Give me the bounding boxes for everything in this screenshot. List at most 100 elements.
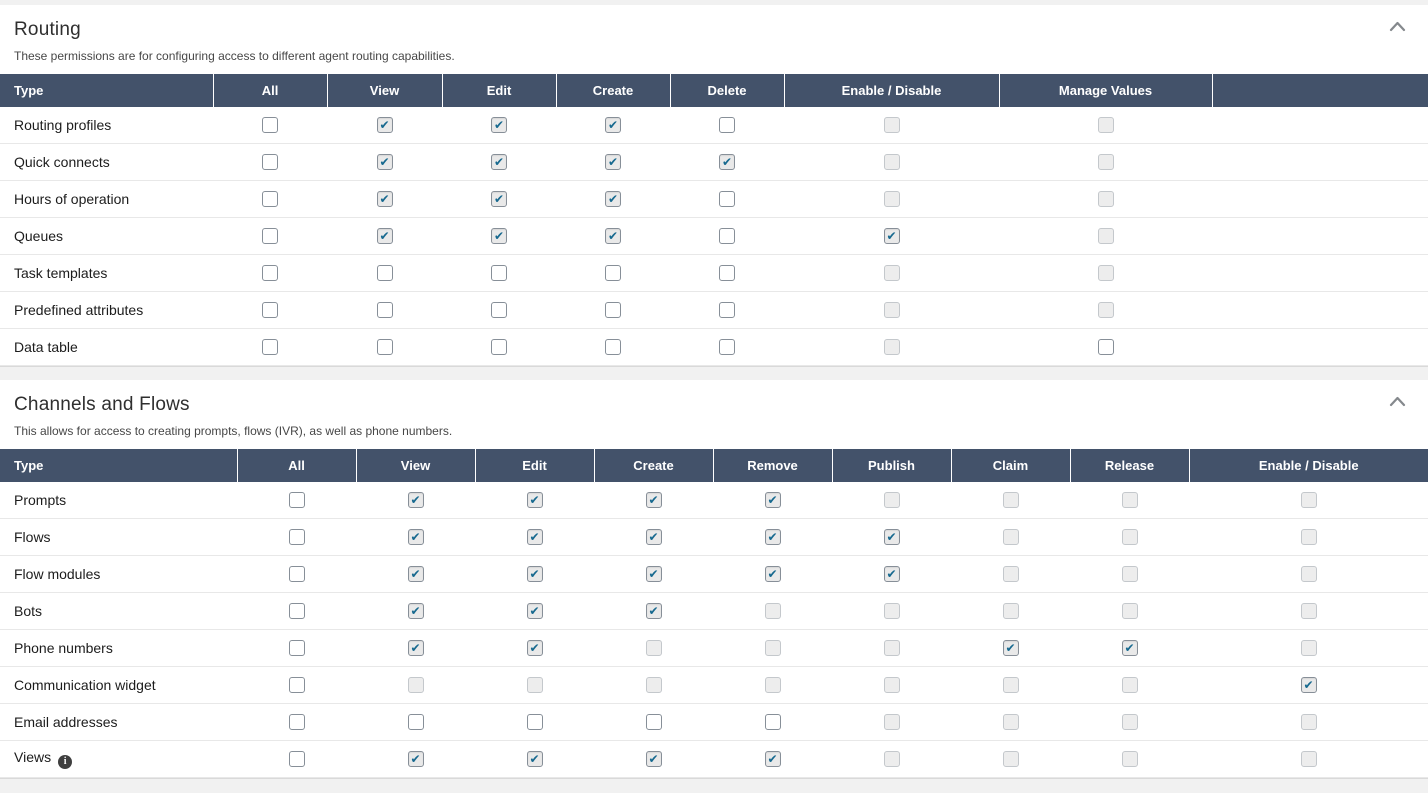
checkbox-delete[interactable]: ✔ [719, 154, 735, 170]
checkbox-edit[interactable]: ✔ [526, 529, 543, 545]
checkbox-view[interactable]: ✔ [376, 228, 393, 244]
checkbox-edit[interactable]: ✔ [491, 191, 507, 207]
checkbox-edit[interactable] [491, 265, 507, 281]
row-label: Quick connects [0, 143, 213, 181]
permission-cell: ✔ [713, 518, 832, 556]
checkbox-view[interactable]: ✔ [407, 603, 424, 619]
checkbox-release[interactable]: ✔ [1121, 640, 1138, 656]
checkbox-all[interactable] [288, 529, 305, 545]
checkbox-create[interactable]: ✔ [645, 492, 662, 508]
checkbox-edit[interactable]: ✔ [526, 751, 543, 767]
checkbox-delete[interactable] [719, 265, 735, 281]
chevron-up-icon[interactable] [1388, 394, 1406, 408]
checkbox-publish [883, 492, 900, 508]
checkbox-view[interactable]: ✔ [376, 154, 393, 170]
checkbox-edit[interactable] [526, 714, 543, 730]
checkbox-view[interactable] [376, 265, 393, 281]
checkbox-remove[interactable]: ✔ [764, 529, 781, 545]
chevron-up-icon[interactable] [1388, 19, 1406, 33]
checkbox-edit[interactable] [491, 302, 507, 318]
permission-cell [670, 328, 784, 366]
checkbox-edit[interactable]: ✔ [526, 566, 543, 582]
permission-cell [951, 666, 1070, 704]
checkbox-manage-values[interactable] [1097, 339, 1114, 355]
checkbox-create[interactable]: ✔ [605, 191, 621, 207]
checkbox-create[interactable]: ✔ [605, 154, 621, 170]
checkbox-delete[interactable] [719, 228, 735, 244]
checkbox-edit[interactable]: ✔ [526, 603, 543, 619]
column-header-create: Create [594, 449, 714, 482]
checkbox-create[interactable]: ✔ [645, 603, 662, 619]
section-title: Channels and Flows [14, 394, 190, 415]
checkbox-view[interactable]: ✔ [407, 492, 424, 508]
info-icon[interactable]: i [58, 754, 73, 769]
checkbox-create[interactable]: ✔ [645, 751, 662, 767]
checkbox-delete[interactable] [719, 191, 735, 207]
permission-cell [1070, 555, 1189, 593]
permission-cell: ✔ [594, 518, 713, 556]
checkbox-edit[interactable]: ✔ [491, 117, 507, 133]
checkbox-edit[interactable]: ✔ [526, 492, 543, 508]
page-top-strip [0, 0, 1428, 5]
checkbox-edit[interactable] [491, 339, 507, 355]
page-bottom-strip [0, 779, 1428, 783]
checkbox-all[interactable] [262, 191, 278, 207]
permission-cell [951, 703, 1070, 741]
checkbox-all[interactable] [288, 714, 305, 730]
checkbox-view[interactable]: ✔ [376, 191, 393, 207]
checkbox-view[interactable]: ✔ [407, 529, 424, 545]
checkbox-view[interactable]: ✔ [407, 751, 424, 767]
table-row-task-templates: Task templates [0, 254, 1428, 292]
checkbox-remove[interactable]: ✔ [764, 751, 781, 767]
checkbox-create[interactable] [605, 302, 621, 318]
checkbox-publish[interactable]: ✔ [883, 529, 900, 545]
checkbox-all[interactable] [288, 640, 305, 656]
checkbox-edit[interactable]: ✔ [491, 228, 507, 244]
permission-cell [442, 254, 556, 292]
checkbox-all[interactable] [262, 117, 278, 133]
checkbox-view[interactable] [376, 302, 393, 318]
checkbox-all[interactable] [262, 154, 278, 170]
checkbox-delete[interactable] [719, 117, 735, 133]
checkbox-edit[interactable]: ✔ [526, 640, 543, 656]
checkbox-create[interactable] [605, 339, 621, 355]
permission-cell [356, 666, 475, 704]
checkbox-remove[interactable]: ✔ [764, 566, 781, 582]
checkbox-enable-disable [1300, 751, 1317, 767]
checkbox-all[interactable] [288, 751, 305, 767]
checkbox-delete[interactable] [719, 302, 735, 318]
table-row-prompts: Prompts ✔ ✔ ✔ ✔ [0, 482, 1428, 519]
checkbox-create[interactable]: ✔ [605, 228, 621, 244]
checkbox-create[interactable]: ✔ [605, 117, 621, 133]
checkbox-manage-values [1097, 302, 1114, 318]
checkbox-view[interactable] [376, 339, 393, 355]
checkbox-claim[interactable]: ✔ [1002, 640, 1019, 656]
checkbox-all[interactable] [288, 677, 305, 693]
section-channels-and-flows: Channels and Flows This allows for acces… [0, 380, 1428, 779]
checkbox-publish[interactable]: ✔ [883, 566, 900, 582]
checkbox-view[interactable]: ✔ [407, 566, 424, 582]
checkbox-all[interactable] [262, 228, 278, 244]
checkbox-edit[interactable]: ✔ [491, 154, 507, 170]
permission-cell [999, 143, 1212, 181]
checkbox-create[interactable]: ✔ [645, 566, 662, 582]
checkbox-all[interactable] [288, 603, 305, 619]
checkbox-remove[interactable] [764, 714, 781, 730]
checkbox-remove[interactable]: ✔ [764, 492, 781, 508]
permission-cell: ✔ [832, 518, 951, 556]
permission-cell [832, 592, 951, 630]
checkbox-enable-disable[interactable]: ✔ [883, 228, 900, 244]
checkbox-all[interactable] [262, 302, 278, 318]
checkbox-view[interactable]: ✔ [376, 117, 393, 133]
checkbox-create[interactable]: ✔ [645, 529, 662, 545]
checkbox-all[interactable] [262, 265, 278, 281]
checkbox-delete[interactable] [719, 339, 735, 355]
checkbox-view[interactable]: ✔ [407, 640, 424, 656]
checkbox-all[interactable] [262, 339, 278, 355]
checkbox-all[interactable] [288, 492, 305, 508]
checkbox-create[interactable] [645, 714, 662, 730]
checkbox-enable-disable[interactable]: ✔ [1300, 677, 1317, 693]
checkbox-create[interactable] [605, 265, 621, 281]
checkbox-all[interactable] [288, 566, 305, 582]
checkbox-view[interactable] [407, 714, 424, 730]
